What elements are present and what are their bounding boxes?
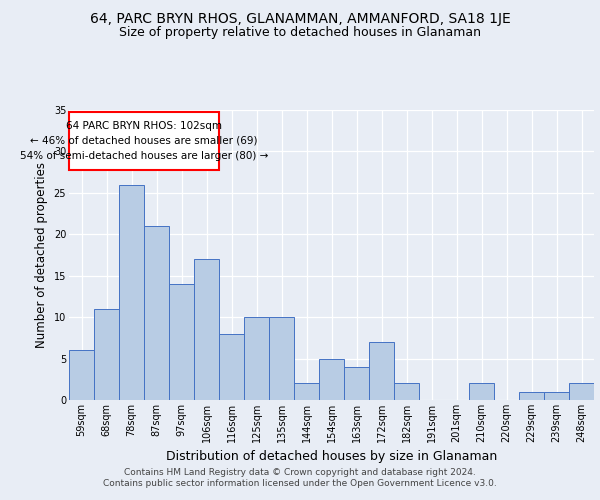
Bar (69, 112, 219, 170)
Bar (69, 350, 94, 400)
Text: Contains HM Land Registry data © Crown copyright and database right 2024.
Contai: Contains HM Land Registry data © Crown c… (103, 468, 497, 487)
Bar (244, 317, 269, 400)
Text: 64, PARC BRYN RHOS, GLANAMMAN, AMMANFORD, SA18 1JE: 64, PARC BRYN RHOS, GLANAMMAN, AMMANFORD… (89, 12, 511, 26)
Text: Size of property relative to detached houses in Glanaman: Size of property relative to detached ho… (119, 26, 481, 39)
Bar (319, 358, 344, 400)
Bar (119, 184, 144, 400)
Bar (194, 259, 219, 400)
Bar (569, 384, 594, 400)
X-axis label: Distribution of detached houses by size in Glanaman: Distribution of detached houses by size … (166, 450, 497, 464)
Bar (369, 342, 394, 400)
Bar (469, 384, 494, 400)
Y-axis label: Number of detached properties: Number of detached properties (35, 162, 48, 348)
Bar (344, 367, 369, 400)
Bar (294, 384, 319, 400)
Bar (269, 317, 294, 400)
Bar (94, 309, 119, 400)
Bar (519, 392, 544, 400)
Bar (219, 334, 244, 400)
Text: 64 PARC BRYN RHOS: 102sqm: 64 PARC BRYN RHOS: 102sqm (66, 120, 222, 130)
Bar (394, 384, 419, 400)
Bar (144, 226, 169, 400)
Text: 54% of semi-detached houses are larger (80) →: 54% of semi-detached houses are larger (… (20, 150, 268, 160)
Bar (544, 392, 569, 400)
Text: ← 46% of detached houses are smaller (69): ← 46% of detached houses are smaller (69… (30, 136, 258, 145)
Bar (169, 284, 194, 400)
